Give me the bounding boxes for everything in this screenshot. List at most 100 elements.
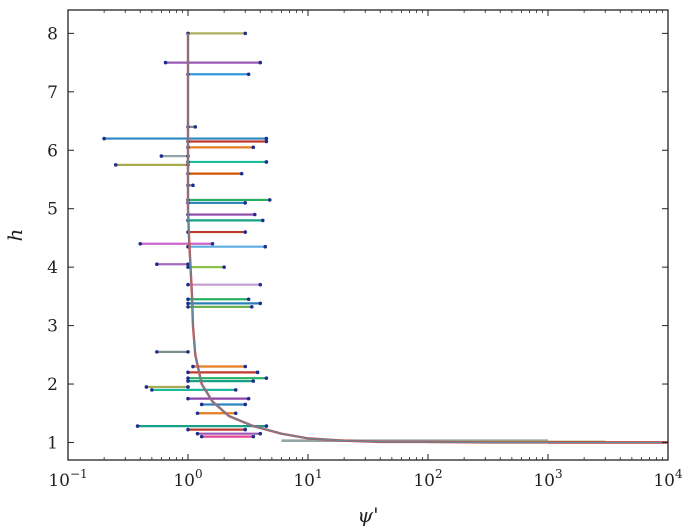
y-tick-label: 1: [47, 433, 58, 453]
perturbation-segment: [186, 244, 268, 249]
segment-end-marker: [243, 402, 248, 407]
segment-start-marker: [163, 60, 168, 65]
segment-start-marker: [186, 301, 190, 306]
segment-start-marker: [186, 370, 190, 375]
segment-end-marker: [243, 230, 248, 234]
segment-end-marker: [251, 379, 256, 383]
perturbation-segment: [199, 402, 248, 407]
segment-start-marker: [195, 411, 200, 416]
perturbation-segment: [186, 72, 251, 77]
segment-end-marker: [233, 388, 238, 392]
perturbation-segment: [150, 388, 238, 392]
segment-start-marker: [113, 163, 118, 167]
perturbation-segment: [186, 212, 257, 217]
plot-area: [102, 31, 668, 444]
segment-start-marker: [159, 154, 164, 158]
segment-end-marker: [263, 244, 268, 249]
segment-end-marker: [246, 297, 251, 302]
segment-end-marker: [193, 125, 198, 129]
perturbation-segment: [186, 31, 248, 36]
segment-end-marker: [186, 262, 190, 267]
x-axis: 10−1 100 101 102 103 104: [48, 10, 683, 491]
perturbation-segment: [113, 163, 190, 167]
perturbation-segment: [186, 230, 248, 234]
perturbation-segment: [186, 370, 260, 375]
segment-end-marker: [260, 218, 265, 223]
segment-end-marker: [258, 282, 263, 287]
y-axis: 1 2 3 4 5 6 7 8: [47, 24, 668, 453]
segment-end-marker: [258, 60, 263, 65]
segment-end-marker: [252, 212, 257, 217]
x-tick-label: 10−1: [48, 467, 87, 491]
perturbation-segment: [159, 154, 190, 158]
segment-end-marker: [264, 136, 269, 141]
segment-start-marker: [138, 241, 143, 246]
segment-end-marker: [264, 139, 269, 144]
x-tick-label: 103: [533, 467, 562, 491]
segment-end-marker: [243, 364, 248, 369]
segment-end-marker: [249, 305, 254, 309]
perturbation-segment: [186, 198, 272, 202]
perturbation-segment: [155, 262, 190, 267]
y-tick-label: 8: [47, 24, 58, 44]
segment-end-marker: [186, 385, 190, 389]
perturbation-segment: [186, 201, 248, 205]
perturbation-segment: [163, 60, 263, 65]
segment-end-marker: [246, 72, 251, 77]
segment-start-marker: [155, 262, 159, 267]
segment-end-marker: [222, 265, 226, 269]
x-tick-label: 100: [173, 467, 202, 491]
perturbation-segment: [186, 379, 256, 383]
segment-start-marker: [199, 402, 204, 407]
segment-end-marker: [264, 160, 269, 164]
segment-end-marker: [243, 201, 248, 205]
y-axis-label: h: [3, 229, 27, 242]
segment-end-marker: [264, 376, 269, 380]
segment-end-marker: [210, 241, 215, 246]
perturbation-segment: [135, 424, 269, 428]
segment-end-marker: [191, 183, 195, 188]
segment-start-marker: [186, 265, 190, 269]
perturbation-segment: [186, 376, 269, 380]
segment-start-marker: [150, 388, 154, 392]
segment-start-marker: [155, 350, 159, 354]
perturbation-segment: [186, 282, 263, 287]
segment-end-marker: [267, 198, 272, 202]
segment-start-marker: [144, 385, 149, 389]
segment-end-marker: [251, 145, 256, 150]
segment-start-marker: [186, 305, 190, 309]
perturbation-segment: [186, 145, 256, 150]
segment-start-marker: [186, 379, 190, 383]
segment-end-marker: [239, 171, 244, 176]
segment-end-marker: [186, 350, 190, 354]
perturbation-segment: [102, 136, 269, 141]
segment-start-marker: [186, 427, 190, 432]
segment-start-marker: [191, 364, 195, 369]
segment-end-marker: [243, 31, 248, 36]
segment-start-marker: [199, 434, 204, 439]
segment-start-marker: [186, 376, 190, 380]
segment-end-marker: [251, 434, 256, 439]
segment-start-marker: [195, 431, 200, 436]
y-tick-label: 7: [47, 83, 58, 103]
segment-end-marker: [243, 427, 248, 432]
perturbation-segment: [191, 364, 248, 369]
y-tick-label: 4: [47, 258, 58, 278]
x-tick-label: 104: [653, 467, 683, 491]
perturbation-segment: [155, 350, 190, 354]
segment-start-marker: [186, 297, 190, 302]
plot-frame: [67, 9, 669, 461]
segment-end-marker: [258, 431, 263, 436]
perturbation-segment: [199, 434, 256, 439]
y-tick-label: 2: [47, 375, 58, 395]
main-curve: [186, 33, 668, 444]
perturbation-segment: [186, 160, 269, 164]
x-axis-label: ψ': [357, 503, 378, 527]
segment-start-marker: [186, 282, 190, 287]
perturbation-segment: [186, 396, 251, 401]
segment-end-marker: [258, 301, 263, 306]
segment-end-marker: [233, 411, 238, 416]
segment-end-marker: [246, 396, 251, 401]
perturbation-segment: [186, 297, 251, 302]
